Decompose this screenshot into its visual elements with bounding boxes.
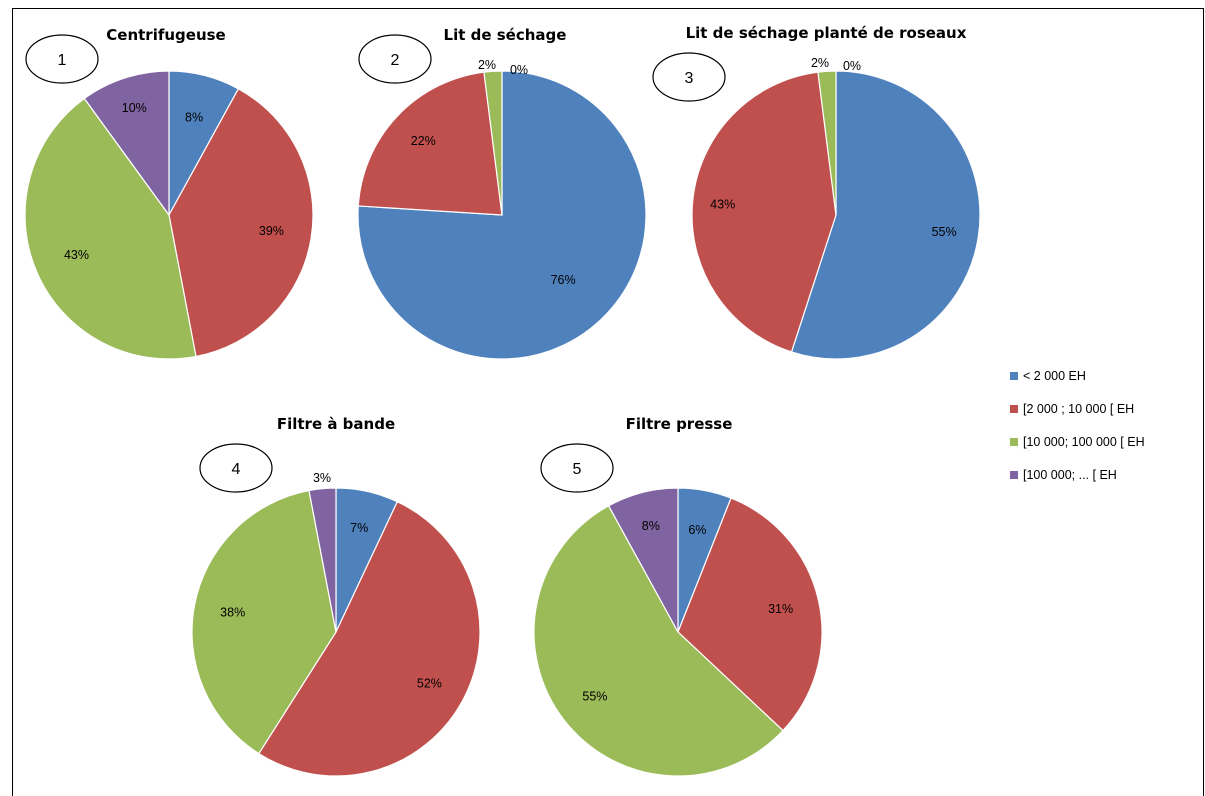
chart-title: Filtre presse: [626, 415, 733, 433]
chart-number: 5: [573, 461, 582, 478]
pie-slice: [817, 70, 837, 216]
chart-title: Lit de séchage: [444, 26, 567, 44]
slice-label: 2%: [478, 58, 496, 72]
pie-slice: [677, 497, 823, 732]
slice-label: 39%: [259, 224, 284, 238]
pie-slice: [533, 504, 784, 777]
legend-label: < 2 000 EH: [1023, 369, 1086, 383]
slice-label: 43%: [710, 197, 735, 211]
legend-swatch: [1010, 372, 1018, 380]
slice-label: 2%: [811, 56, 829, 70]
pie-slice: [83, 70, 170, 217]
legend: < 2 000 EH [2 000 ; 10 000 [ EH [10 000; 1…: [1010, 369, 1145, 482]
pie-slice: [357, 70, 647, 360]
legend-label: [2 000 ; 10 000 [ EH: [1023, 402, 1134, 416]
pie-slice: [357, 71, 503, 216]
pie-slice: [191, 489, 337, 755]
chart-number-badge: [540, 443, 614, 493]
chart-number-badge: [358, 34, 432, 84]
pie-chart-3: 55% 43% 2% 0% Lit de séchage planté de rosea…: [652, 24, 981, 360]
pie-slice: [607, 487, 679, 633]
slice-label: 10%: [122, 101, 147, 115]
slice-label: 43%: [64, 248, 89, 262]
legend-label: [10 000; 100 000 [ EH: [1023, 435, 1145, 449]
chart-title: Filtre à bande: [277, 415, 395, 433]
chart-title: Lit de séchage planté de roseaux: [686, 24, 967, 42]
slice-label: 0%: [843, 59, 861, 73]
legend-swatch: [1010, 471, 1018, 479]
slice-label: 52%: [417, 676, 442, 690]
chart-title: Centrifugeuse: [106, 26, 225, 44]
slice-label: 55%: [582, 689, 607, 703]
chart-number: 4: [232, 461, 241, 478]
chart-number-badge: [199, 443, 273, 493]
chart-number: 3: [685, 70, 694, 87]
pie-slice: [483, 70, 503, 216]
slice-label: 55%: [932, 225, 957, 239]
slice-label: 31%: [768, 602, 793, 616]
pie-slice: [24, 97, 197, 360]
slice-label: 6%: [688, 523, 706, 537]
legend-swatch: [1010, 438, 1018, 446]
chart-number-badge: [25, 34, 99, 84]
pie-chart-5: 6% 31% 55% 8% Filtre presse 5: [533, 415, 823, 777]
chart-number-badge: [652, 52, 726, 102]
slice-label: 3%: [313, 471, 331, 485]
chart-number: 1: [58, 52, 67, 69]
figure-frame: [12, 8, 1204, 796]
legend-label: [100 000; ... [ EH: [1023, 468, 1117, 482]
pie-slice: [308, 487, 337, 633]
pie-chart-2: 76% 22% 2% 0% Lit de séchage 2: [357, 26, 647, 360]
pie-slice: [691, 71, 837, 353]
pie-chart-1: 8% 39% 43% 10% Centrifugeuse 1: [24, 26, 314, 360]
chart-number: 2: [391, 52, 400, 69]
slice-label: 76%: [551, 273, 576, 287]
slice-label: 8%: [185, 110, 203, 124]
pie-slice: [258, 500, 481, 777]
pie-chart-4: 7% 52% 38% 3% Filtre à bande 4: [191, 415, 481, 777]
slice-label: 38%: [220, 605, 245, 619]
slice-label: 22%: [411, 134, 436, 148]
pie-slice: [168, 87, 314, 358]
pie-slice: [790, 70, 981, 360]
slice-label: 0%: [510, 63, 528, 77]
legend-swatch: [1010, 405, 1018, 413]
slice-label: 8%: [642, 519, 660, 533]
slice-label: 7%: [350, 521, 368, 535]
